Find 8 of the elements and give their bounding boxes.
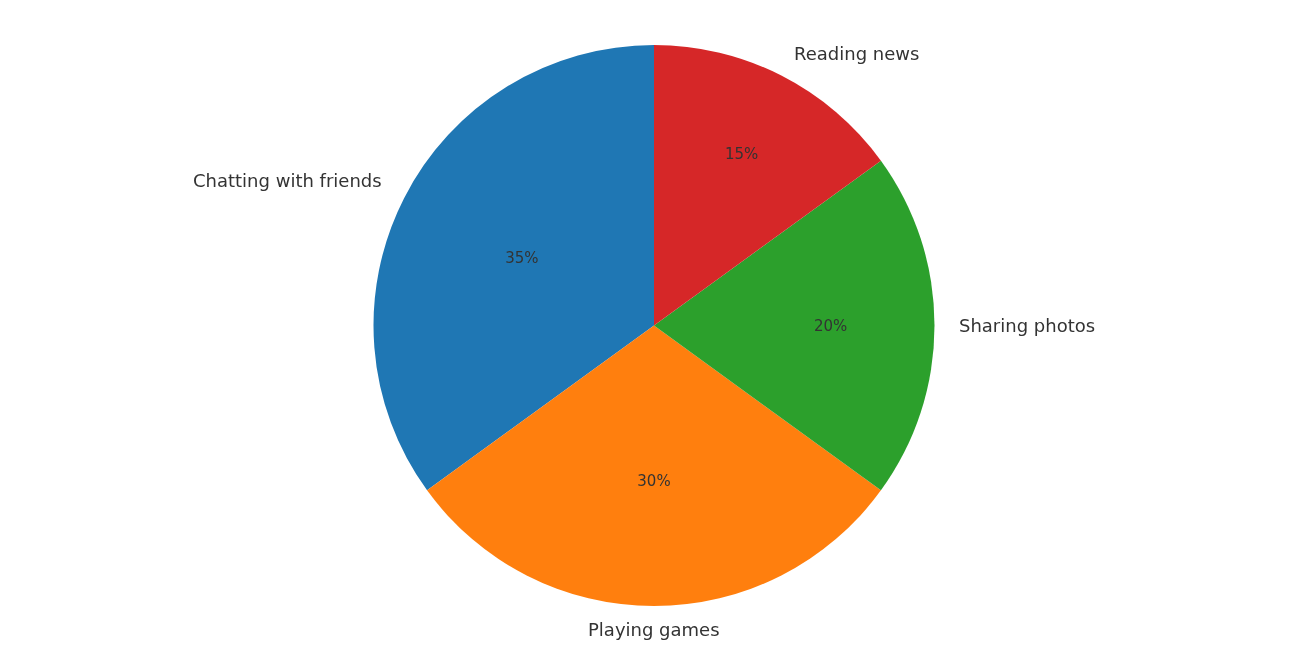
slice-label: Playing games <box>588 619 720 640</box>
slice-label: Sharing photos <box>959 315 1096 336</box>
data-label: 15% <box>724 144 759 163</box>
data-label: 20% <box>813 316 848 335</box>
data-label: 30% <box>637 471 671 490</box>
data-label: 35% <box>505 249 539 268</box>
slice-label: Reading news <box>794 43 920 64</box>
slice-label: Chatting with friends <box>193 170 382 191</box>
